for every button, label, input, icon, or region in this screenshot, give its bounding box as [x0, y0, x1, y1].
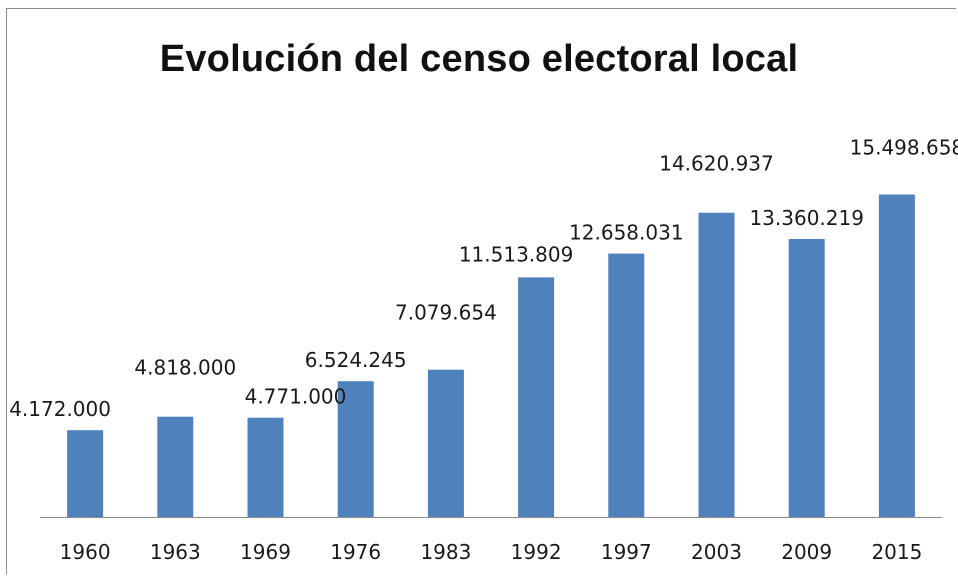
bar-2003 [698, 212, 735, 517]
bar-1983 [427, 369, 464, 517]
x-tick-label-1983: 1983 [420, 540, 471, 564]
data-label-1997: 12.658.031 [569, 221, 684, 245]
x-tick-label-1960: 1960 [60, 540, 111, 564]
data-label-1976: 6.524.245 [305, 348, 407, 372]
bar-2009 [788, 239, 825, 517]
x-tick-label-1969: 1969 [240, 540, 291, 564]
x-tick-label-1976: 1976 [330, 540, 381, 564]
chart-title: Evolución del censo electoral local [159, 38, 799, 80]
bar-1992 [518, 277, 555, 517]
bar-1963 [157, 416, 194, 517]
bars-layer [67, 194, 915, 517]
x-tick-label-2009: 2009 [781, 540, 832, 564]
data-label-2015: 15.498.658 [850, 136, 958, 160]
x-tick-label-1997: 1997 [601, 540, 652, 564]
bar-1960 [67, 430, 104, 517]
bar-1969 [247, 417, 284, 517]
data-label-1969: 4.771.000 [245, 385, 347, 409]
x-tick-label-2003: 2003 [691, 540, 742, 564]
x-tick-label-1992: 1992 [511, 540, 562, 564]
bar-2015 [878, 194, 915, 517]
data-label-1983: 7.079.654 [395, 301, 497, 325]
data-label-1963: 4.818.000 [134, 356, 236, 380]
data-label-2003: 14.620.937 [659, 152, 774, 176]
data-label-2009: 13.360.219 [749, 206, 864, 230]
bar-1976 [337, 381, 374, 517]
x-tick-label-1963: 1963 [150, 540, 201, 564]
bar-1997 [608, 253, 645, 517]
data-label-1960: 4.172.000 [9, 397, 111, 421]
x-tick-label-2015: 2015 [871, 540, 922, 564]
data-label-1992: 11.513.809 [459, 242, 574, 266]
labels-layer: 4.172.000 1960 4.818.000 1963 4.771.000 1969 6… [9, 136, 958, 565]
